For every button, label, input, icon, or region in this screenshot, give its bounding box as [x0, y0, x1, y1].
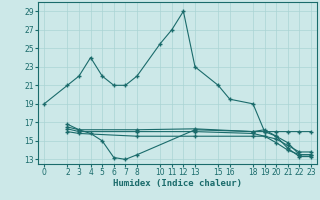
- X-axis label: Humidex (Indice chaleur): Humidex (Indice chaleur): [113, 179, 242, 188]
